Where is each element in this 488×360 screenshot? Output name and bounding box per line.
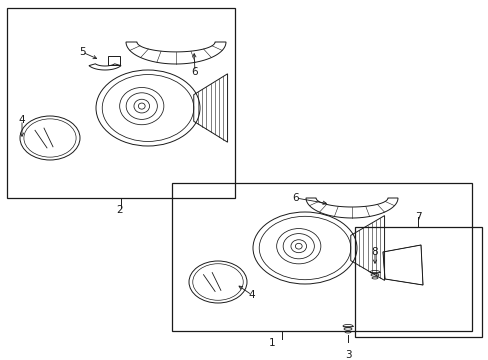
Bar	[107, 55, 120, 65]
Bar	[7, 8, 235, 198]
Text: 1: 1	[268, 338, 275, 348]
Bar	[172, 183, 471, 331]
Text: 6: 6	[191, 67, 198, 77]
Text: 4: 4	[19, 115, 25, 125]
Text: 8: 8	[371, 247, 378, 257]
Text: 6: 6	[292, 193, 299, 203]
Text: 4: 4	[248, 290, 255, 300]
Text: 2: 2	[117, 205, 123, 215]
Text: 7: 7	[414, 212, 421, 222]
Bar	[354, 227, 481, 337]
Text: 3: 3	[344, 350, 350, 360]
Text: 5: 5	[79, 47, 85, 57]
